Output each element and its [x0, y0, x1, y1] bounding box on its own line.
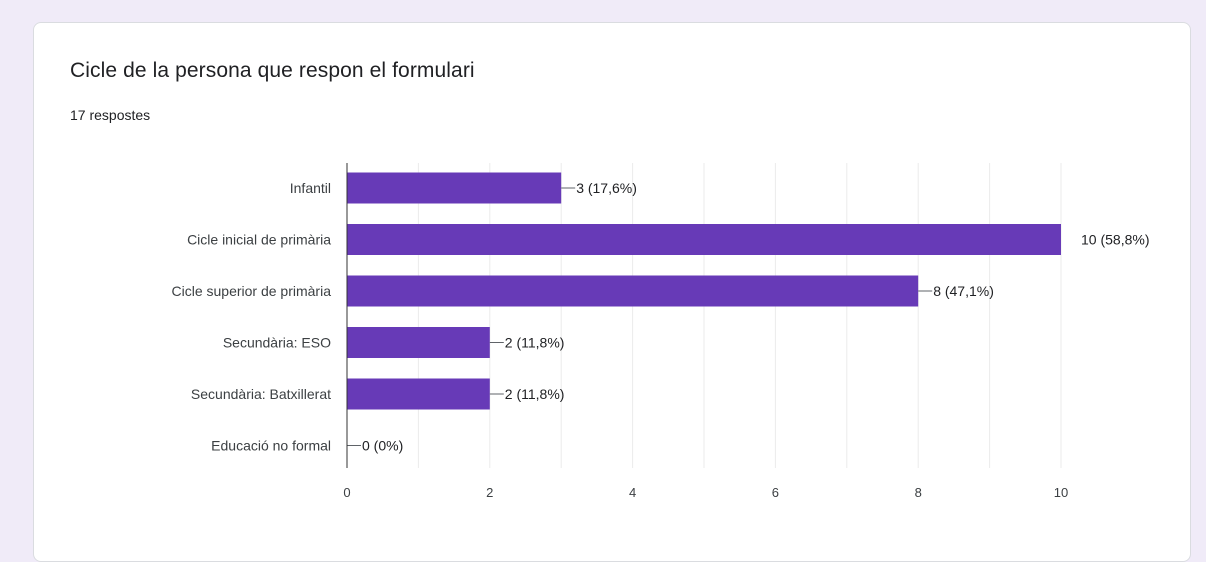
question-card: Cicle de la persona que respon el formul… — [33, 22, 1191, 562]
bar-chart: 3 (17,6%) Infantil 10 (58,8%) Cicle inicial… — [171, 163, 1149, 500]
bar — [347, 224, 1061, 255]
response-count: 17 respostes — [70, 107, 151, 123]
bar — [347, 275, 919, 307]
data-label: 3 (17,6%) — [576, 180, 637, 196]
data-label: 2 (11,8%) — [505, 335, 565, 351]
question-title: Cicle de la persona que respon el formul… — [70, 59, 475, 82]
category-label: Educació no formal — [211, 438, 331, 454]
category-label: Secundària: ESO — [223, 335, 331, 351]
data-label: 8 (47,1%) — [933, 283, 994, 299]
x-tick-label: 6 — [772, 485, 779, 500]
bar — [347, 378, 490, 410]
x-tick-label: 4 — [629, 485, 636, 500]
data-label: 2 (11,8%) — [505, 386, 565, 402]
x-tick-label: 8 — [915, 485, 922, 500]
x-tick-label: 0 — [343, 485, 350, 500]
bar — [347, 327, 490, 358]
category-label: Cicle inicial de primària — [187, 232, 331, 248]
data-label: 10 (58,8%) — [1081, 232, 1149, 248]
category-label: Infantil — [290, 180, 331, 196]
category-label: Secundària: Batxillerat — [191, 386, 331, 402]
data-label: 0 (0%) — [362, 438, 403, 454]
category-label: Cicle superior de primària — [171, 283, 331, 299]
x-tick-label: 10 — [1054, 485, 1068, 500]
bar — [347, 172, 562, 204]
x-tick-label: 2 — [486, 485, 493, 500]
